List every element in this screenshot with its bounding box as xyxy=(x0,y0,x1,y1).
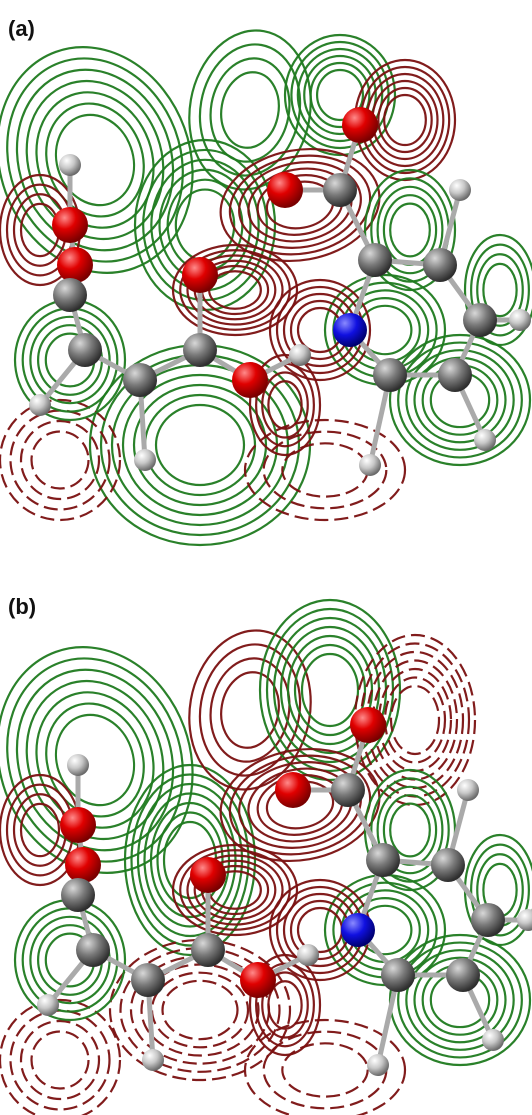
contour-line xyxy=(390,335,530,465)
contour-line xyxy=(145,395,255,495)
contour-line xyxy=(18,676,172,845)
atom xyxy=(190,857,226,893)
contour-line xyxy=(5,62,185,259)
atom xyxy=(446,958,480,992)
atom xyxy=(232,362,268,398)
contour-line xyxy=(378,88,431,152)
atom xyxy=(474,429,496,451)
atom xyxy=(342,107,378,143)
atom xyxy=(67,754,89,776)
contour-line xyxy=(215,68,284,153)
contour-line xyxy=(267,609,393,771)
atom xyxy=(358,243,392,277)
atom xyxy=(29,394,51,416)
contour-line xyxy=(0,1000,120,1115)
atom xyxy=(373,358,407,392)
atom xyxy=(457,779,479,801)
contour-line xyxy=(44,704,147,816)
atom xyxy=(61,878,95,912)
contour-line xyxy=(391,686,439,754)
atom xyxy=(131,963,165,997)
atom xyxy=(463,303,497,337)
atom xyxy=(331,773,365,807)
atom xyxy=(53,278,87,312)
atom xyxy=(60,807,96,843)
atom xyxy=(76,933,110,967)
atom xyxy=(350,707,386,743)
contour-line xyxy=(21,1021,99,1099)
atom xyxy=(471,903,505,937)
atom xyxy=(341,913,375,947)
contour-line xyxy=(156,405,244,485)
atom xyxy=(59,154,81,176)
atom xyxy=(183,333,217,367)
atom xyxy=(517,909,532,931)
contour-line xyxy=(32,1032,89,1089)
atom xyxy=(134,449,156,471)
contour-line xyxy=(11,411,110,510)
atom xyxy=(240,962,276,998)
panel-label: (a) xyxy=(8,16,35,41)
atom xyxy=(68,333,102,367)
atom xyxy=(509,309,531,331)
contour-line xyxy=(282,1043,367,1096)
atom xyxy=(275,772,311,808)
atom xyxy=(37,994,59,1016)
atom xyxy=(182,257,218,293)
atom xyxy=(438,358,472,392)
atom xyxy=(366,843,400,877)
contour-line xyxy=(385,678,445,763)
contour-line xyxy=(18,76,172,245)
contour-line xyxy=(32,432,89,489)
atom xyxy=(297,944,319,966)
contour-line xyxy=(390,935,530,1065)
contour-line xyxy=(245,420,405,520)
atom xyxy=(57,247,93,283)
atom xyxy=(482,1029,504,1051)
panel-label: (b) xyxy=(8,594,36,619)
atom xyxy=(423,248,457,282)
atom xyxy=(52,207,88,243)
atom xyxy=(431,848,465,882)
atom xyxy=(359,454,381,476)
contour-line xyxy=(390,204,430,257)
contour-line xyxy=(0,33,211,286)
contour-line xyxy=(163,981,238,1039)
atom xyxy=(381,958,415,992)
figure: (a) (b) xyxy=(0,0,532,1115)
atom xyxy=(289,344,311,366)
contour-line xyxy=(21,421,99,499)
contour-line xyxy=(44,104,147,216)
atom xyxy=(323,173,357,207)
contour-line xyxy=(0,633,211,886)
atom xyxy=(123,363,157,397)
atom xyxy=(191,933,225,967)
atom xyxy=(449,179,471,201)
atom xyxy=(267,172,303,208)
contour-line xyxy=(134,385,266,505)
atom xyxy=(65,847,101,883)
contour-line xyxy=(11,1011,110,1110)
contour-line xyxy=(285,35,395,155)
atom xyxy=(367,1054,389,1076)
atom xyxy=(333,313,367,347)
contour-line xyxy=(152,973,248,1048)
atom xyxy=(142,1049,164,1071)
atoms xyxy=(29,107,532,1076)
contour-line xyxy=(390,804,430,857)
